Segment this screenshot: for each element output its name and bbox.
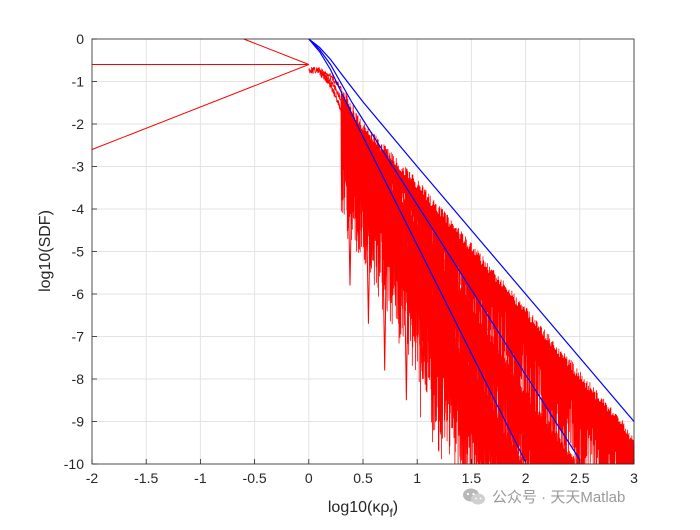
spectrum-dip	[418, 185, 427, 380]
x-axis-label: log10(κρf)	[328, 499, 398, 520]
y-tick-label: -10	[64, 456, 84, 472]
wechat-icon	[463, 488, 485, 504]
spectrum-low-frequency-line	[91, 64, 309, 150]
x-tick-label: 3	[630, 470, 638, 486]
y-tick-label: -9	[72, 414, 85, 430]
y-tick-label: -8	[72, 371, 85, 387]
x-tick-label: 1.5	[462, 470, 482, 486]
watermark: 公众号 · 天天Matlab	[462, 486, 625, 507]
y-tick-label: -4	[72, 201, 85, 217]
spectrum-curve-1	[308, 66, 635, 465]
spectrum-dip	[435, 204, 443, 418]
spectrum-dip	[451, 223, 459, 443]
x-tick-label: 0.5	[353, 470, 373, 486]
y-tick-label: -5	[72, 244, 85, 260]
y-tick-label: -1	[72, 74, 85, 90]
x-tick-label: 2	[522, 470, 530, 486]
envelope-line-3	[308, 38, 527, 463]
spectrum-dip	[380, 144, 389, 371]
y-tick-label: -6	[72, 286, 85, 302]
y-tick-label: 0	[76, 31, 84, 47]
y-tick-label: -7	[72, 329, 85, 345]
spectrum-dip	[346, 100, 354, 286]
x-tick-label: -1.5	[134, 470, 158, 486]
x-tick-label: -0.5	[243, 470, 267, 486]
y-tick-label: -2	[72, 116, 85, 132]
spectrum-dip	[364, 127, 373, 324]
x-tick-label: -1	[194, 470, 207, 486]
envelope-line-1	[308, 38, 635, 422]
spectrum-series	[91, 38, 635, 465]
ticks: -2 -1.5 -1 -0.5 0 0.5 1 1.5 2 2.5 3 0 -1 -2 -3 -4 -5 -6 -7…	[64, 31, 638, 486]
envelope-series	[308, 38, 635, 463]
envelope-line-2	[308, 38, 581, 461]
spectrum-curve-3	[319, 69, 526, 465]
x-tick-label: 0	[305, 470, 313, 486]
spectrum-low-frequency-line	[243, 38, 309, 65]
y-tick-label: -3	[72, 159, 85, 175]
spectrum-dip	[402, 167, 411, 401]
x-tick-label: 2.5	[570, 470, 590, 486]
x-tick-label: 1	[413, 470, 421, 486]
watermark-text: 公众号 · 天天Matlab	[492, 489, 626, 506]
y-axis-label: log10(SDF)	[37, 210, 54, 292]
x-tick-label: -2	[86, 470, 99, 486]
